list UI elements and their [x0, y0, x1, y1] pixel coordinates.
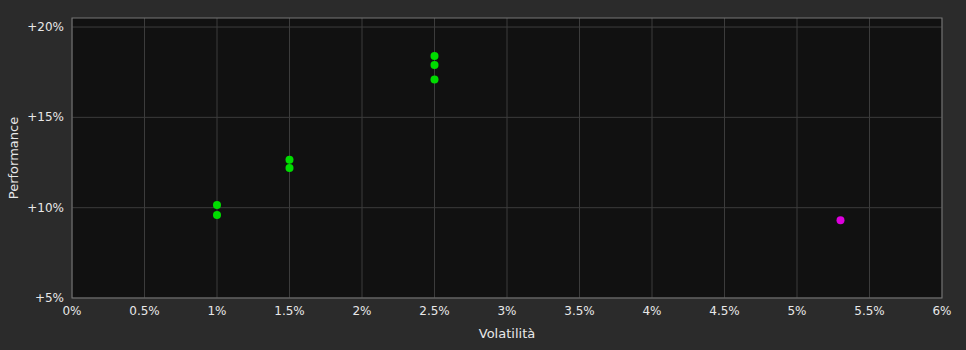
- point: [431, 75, 439, 83]
- point: [431, 52, 439, 60]
- y-tick-label: +5%: [35, 291, 64, 305]
- x-tick-label: 1%: [207, 304, 226, 318]
- grid: [72, 18, 942, 298]
- x-grid-line: [869, 18, 870, 298]
- x-grid-line: [507, 18, 508, 298]
- x-grid-line: [797, 18, 798, 298]
- plot-frame: [72, 18, 942, 298]
- chart-container: 0% 0.5% 1% 1.5% 2% 2.5% 3% 3.5% 4% 4.5% 5% 5.5% 6% +5…: [0, 0, 966, 350]
- x-grid-line: [434, 18, 435, 298]
- x-tick-label: 5%: [787, 304, 806, 318]
- x-tick-label: 2%: [352, 304, 371, 318]
- y-axis-label: Performance: [6, 117, 21, 199]
- plot-area: [72, 18, 942, 298]
- point: [286, 164, 294, 172]
- x-grid-line: [724, 18, 725, 298]
- x-tick-label: 3%: [497, 304, 516, 318]
- x-tick-label: 6%: [932, 304, 951, 318]
- x-tick-label: 0%: [62, 304, 81, 318]
- point: [837, 216, 845, 224]
- point: [213, 211, 221, 219]
- x-tick-label: 2.5%: [419, 304, 450, 318]
- x-tick-label: 3.5%: [564, 304, 595, 318]
- background: [0, 0, 966, 350]
- x-tick-label: 4%: [642, 304, 661, 318]
- point: [286, 156, 294, 164]
- axes: 0% 0.5% 1% 1.5% 2% 2.5% 3% 3.5% 4% 4.5% 5% 5.5% 6% +5…: [6, 18, 952, 341]
- y-grid-line: [72, 117, 942, 118]
- x-grid-line: [144, 18, 145, 298]
- x-axis-label: Volatilità: [479, 326, 535, 341]
- x-tick-label: 4.5%: [709, 304, 740, 318]
- point: [213, 201, 221, 209]
- y-tick-label: +10%: [27, 201, 64, 215]
- page: {"chart_data": { "type": "scatter", "xla…: [0, 0, 966, 350]
- x-grid-line: [362, 18, 363, 298]
- chart: 0% 0.5% 1% 1.5% 2% 2.5% 3% 3.5% 4% 4.5% 5% 5.5% 6% +5…: [0, 0, 966, 350]
- y-tick-label: +20%: [27, 20, 64, 34]
- series: [213, 52, 439, 219]
- y-grid-line: [72, 27, 942, 28]
- x-tick-label: 1.5%: [274, 304, 305, 318]
- x-grid-line: [579, 18, 580, 298]
- x-tick-label: 0.5%: [129, 304, 160, 318]
- y-tick-label: +15%: [27, 110, 64, 124]
- data-points: [213, 52, 845, 224]
- x-tick-label: 5.5%: [854, 304, 885, 318]
- x-grid-line: [652, 18, 653, 298]
- y-grid-line: [72, 207, 942, 208]
- x-grid-line: [217, 18, 218, 298]
- series: [837, 216, 845, 224]
- point: [431, 61, 439, 69]
